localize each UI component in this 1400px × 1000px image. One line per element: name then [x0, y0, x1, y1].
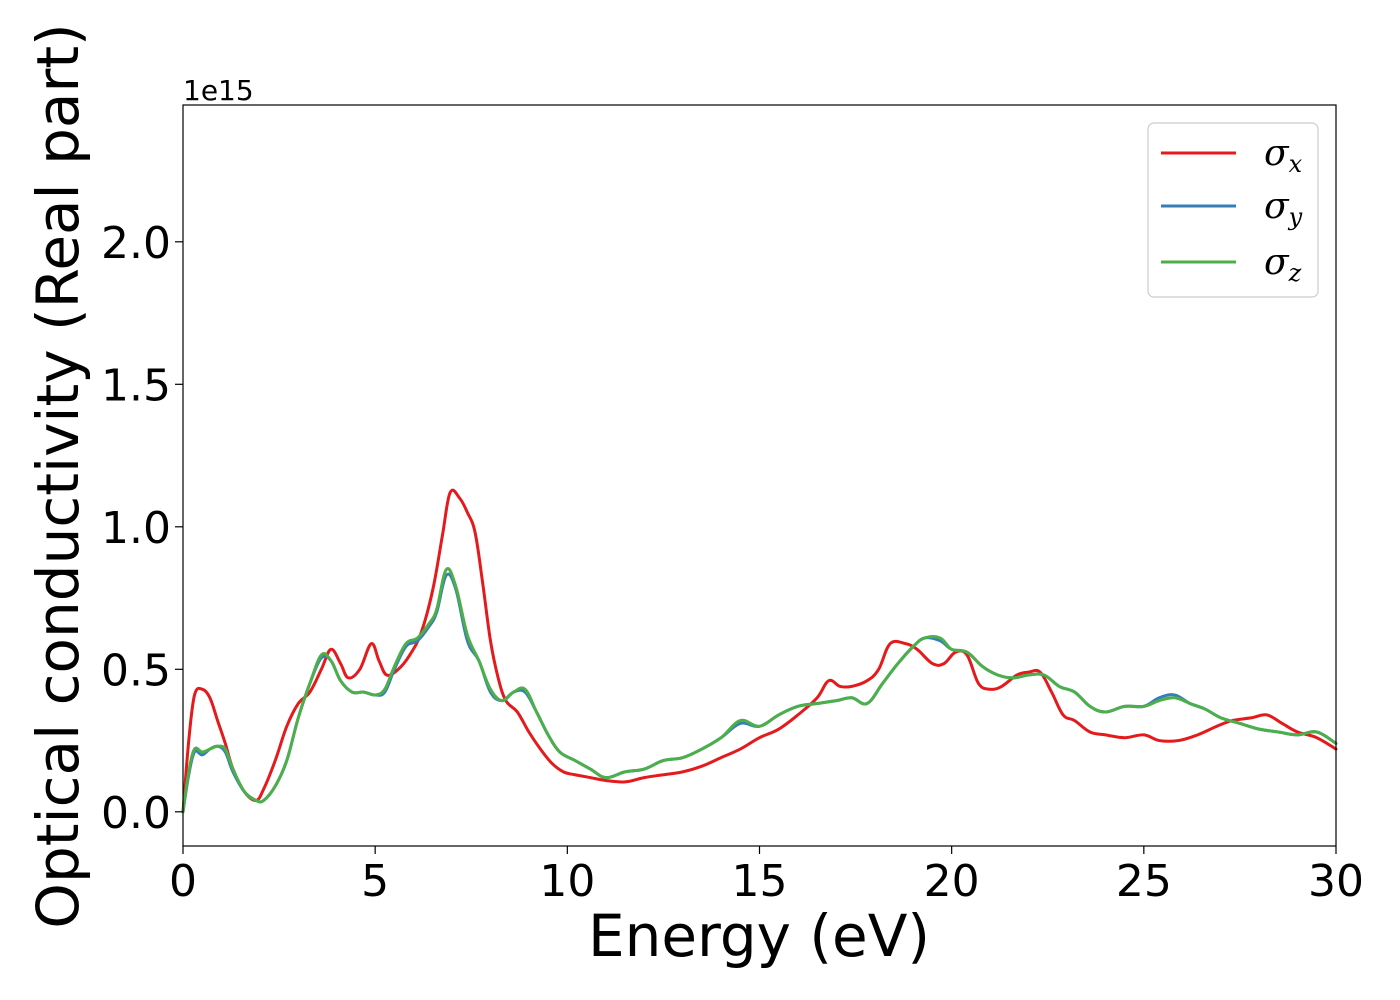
x-axis-label: Energy (eV)	[588, 902, 930, 970]
legend: σx σy σz	[1147, 122, 1319, 298]
series-line-z	[181, 567, 1338, 814]
y-axis-offset-text: 1e15	[183, 74, 254, 107]
y-tick-label: 0.0	[101, 788, 171, 839]
y-tick-label: 1.5	[101, 360, 171, 411]
x-tick-label: 15	[732, 856, 788, 907]
legend-frame	[1147, 122, 1319, 298]
legend-label-y: σy	[1264, 186, 1303, 231]
y-tick-label: 0.5	[101, 645, 171, 696]
y-tick-label: 1.0	[101, 503, 171, 554]
series-line-x	[181, 488, 1338, 814]
x-tick-label: 10	[539, 856, 595, 907]
y-axis-label: Optical conductivity (Real part)	[24, 23, 92, 928]
series-layer	[181, 488, 1338, 814]
y-axis-ticks: 0.0 0.5 1.0 1.5 2.0	[101, 218, 183, 839]
legend-label-z: σz	[1264, 242, 1302, 287]
x-axis-ticks: 0 5 10 15 20 25 30	[169, 846, 1364, 907]
x-tick-label: 25	[1116, 856, 1172, 907]
legend-items: σx σy σz	[1161, 133, 1303, 287]
y-tick-label: 2.0	[101, 218, 171, 269]
x-tick-label: 30	[1308, 856, 1364, 907]
x-tick-label: 20	[924, 856, 980, 907]
legend-label-x: σx	[1264, 133, 1303, 178]
x-tick-label: 0	[169, 856, 197, 907]
x-tick-label: 5	[361, 856, 389, 907]
